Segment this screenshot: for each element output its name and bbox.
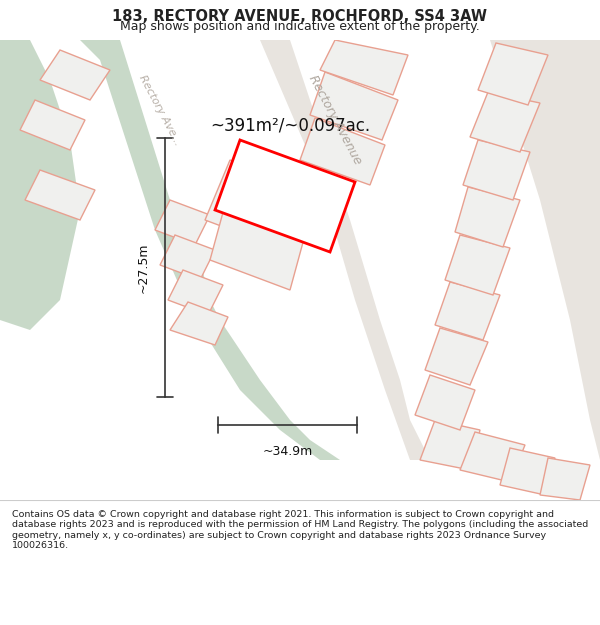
Polygon shape bbox=[540, 458, 590, 500]
Polygon shape bbox=[420, 420, 480, 470]
Polygon shape bbox=[478, 43, 548, 105]
Polygon shape bbox=[435, 282, 500, 340]
Polygon shape bbox=[425, 328, 488, 385]
Polygon shape bbox=[460, 432, 525, 482]
Text: 183: 183 bbox=[269, 181, 322, 209]
Text: ~27.5m: ~27.5m bbox=[137, 242, 150, 293]
Text: Contains OS data © Crown copyright and database right 2021. This information is : Contains OS data © Crown copyright and d… bbox=[12, 510, 588, 550]
Polygon shape bbox=[155, 200, 210, 245]
Polygon shape bbox=[168, 270, 223, 315]
Polygon shape bbox=[500, 448, 555, 495]
Polygon shape bbox=[455, 187, 520, 247]
Polygon shape bbox=[260, 40, 430, 460]
Polygon shape bbox=[445, 235, 510, 295]
Text: Rectory Ave...: Rectory Ave... bbox=[137, 73, 183, 147]
Polygon shape bbox=[300, 118, 385, 185]
Polygon shape bbox=[20, 100, 85, 150]
Polygon shape bbox=[310, 72, 398, 140]
Text: 183, RECTORY AVENUE, ROCHFORD, SS4 3AW: 183, RECTORY AVENUE, ROCHFORD, SS4 3AW bbox=[113, 9, 487, 24]
Polygon shape bbox=[25, 170, 95, 220]
Polygon shape bbox=[463, 140, 530, 200]
Polygon shape bbox=[170, 302, 228, 345]
Polygon shape bbox=[215, 140, 355, 252]
Polygon shape bbox=[415, 375, 475, 430]
Polygon shape bbox=[320, 40, 408, 95]
Polygon shape bbox=[0, 40, 80, 330]
Polygon shape bbox=[80, 40, 340, 460]
Polygon shape bbox=[470, 92, 540, 152]
Text: Rectory Avenue: Rectory Avenue bbox=[306, 73, 364, 167]
Polygon shape bbox=[205, 160, 310, 250]
Polygon shape bbox=[490, 40, 600, 460]
Text: ~34.9m: ~34.9m bbox=[262, 445, 313, 458]
Polygon shape bbox=[160, 235, 215, 280]
Polygon shape bbox=[40, 50, 110, 100]
Polygon shape bbox=[210, 205, 305, 290]
Text: Map shows position and indicative extent of the property.: Map shows position and indicative extent… bbox=[120, 20, 480, 32]
Text: ~391m²/~0.097ac.: ~391m²/~0.097ac. bbox=[210, 116, 370, 134]
